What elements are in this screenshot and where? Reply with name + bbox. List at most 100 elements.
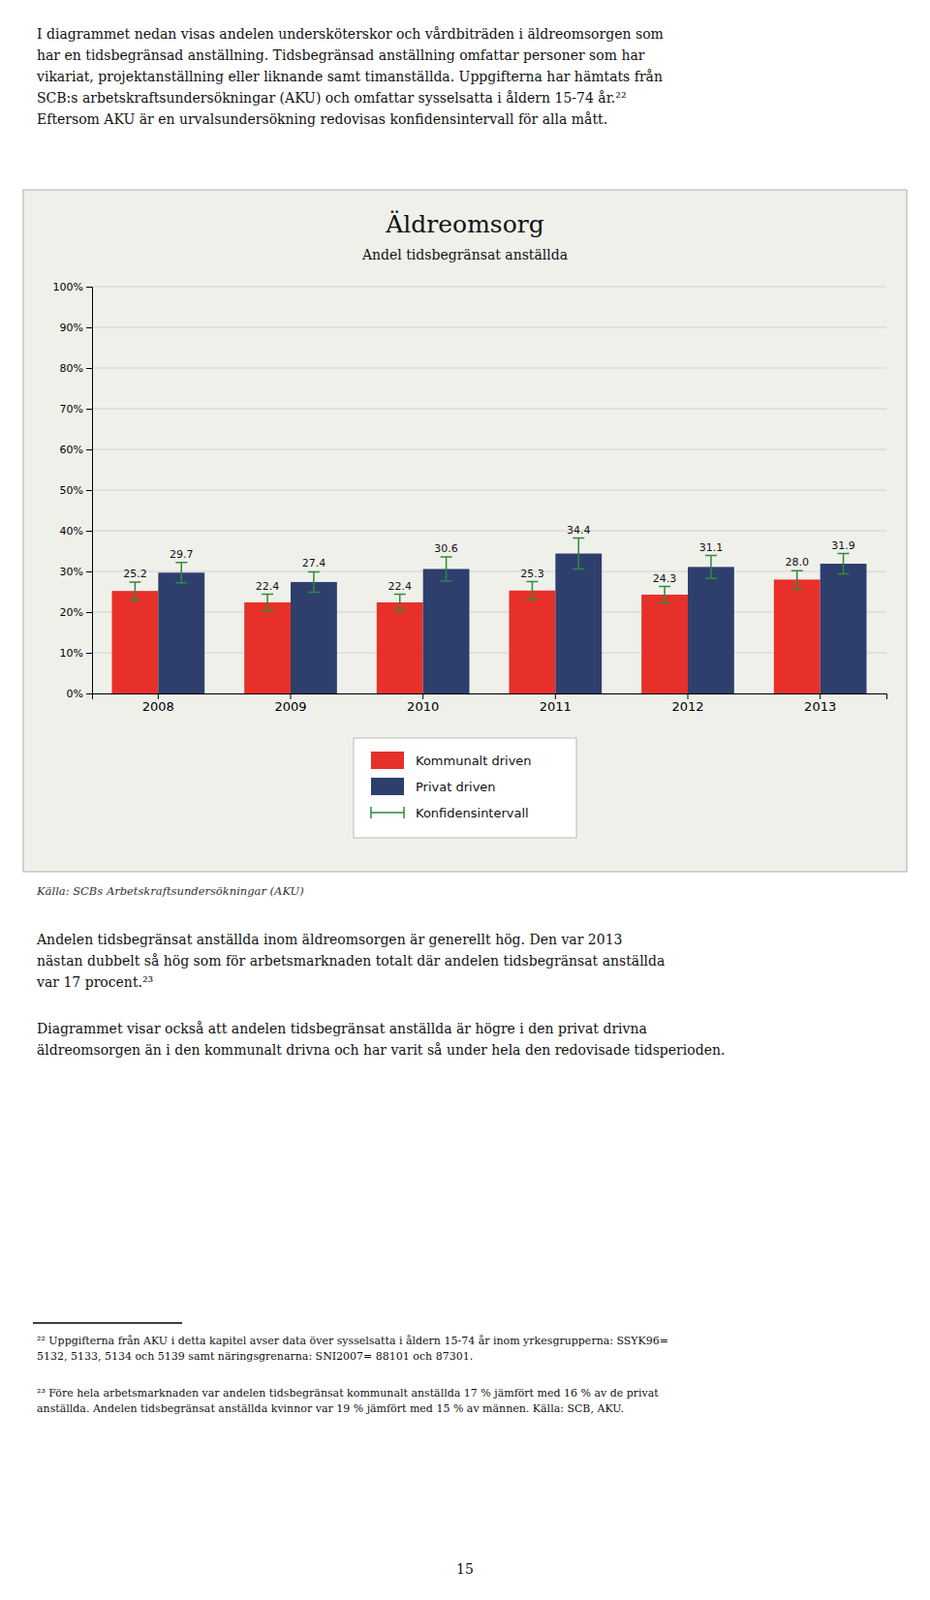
intro-line-group: I diagrammet nedan visas andelen undersk… <box>35 26 664 127</box>
y-tick-label: 20% <box>60 606 84 620</box>
legend-label: Kommunalt driven <box>415 753 532 769</box>
y-tick-mark <box>86 530 93 532</box>
grid-line <box>92 530 887 532</box>
x-tick-mark <box>555 693 557 700</box>
x-tick-mark <box>422 693 424 700</box>
data-label: 22.4 <box>388 580 413 593</box>
y-tick: 50% <box>60 484 93 497</box>
data-label: 34.4 <box>566 524 591 537</box>
footnote-line-group: ²² Uppgifterna från AKU i detta kapitel … <box>36 1334 669 1364</box>
bar <box>423 568 470 694</box>
y-tick-mark <box>86 490 93 492</box>
footnote-rule <box>32 1322 183 1325</box>
y-tick: 100% <box>53 280 93 294</box>
y-tick: 0% <box>66 687 93 701</box>
bar <box>687 566 735 694</box>
x-tick: 2009 <box>274 693 307 714</box>
intro-line: SCB:s arbetskraftsundersökningar (AKU) o… <box>36 90 627 106</box>
data-label: 31.9 <box>831 539 856 553</box>
y-tick-label: 60% <box>60 443 84 457</box>
bar <box>641 594 688 694</box>
intro-line: Eftersom AKU är en urvalsundersökning re… <box>36 111 608 127</box>
intro-line: vikariat, projektanställning eller likna… <box>35 68 663 85</box>
chart-subtitle: Andel tidsbegränsat anställda <box>361 247 568 263</box>
grid-line <box>92 571 887 573</box>
legend: Kommunalt drivenPrivat drivenKonfidensin… <box>353 738 577 838</box>
paragraph-line: Andelen tidsbegränsat anställda inom äld… <box>35 931 622 948</box>
y-tick: 10% <box>60 647 93 660</box>
data-label: 27.4 <box>302 557 327 570</box>
paragraph-line: nästan dubbelt så hög som för arbetsmark… <box>36 953 665 969</box>
bar <box>820 563 868 694</box>
x-tick-mark <box>290 693 292 700</box>
marks <box>112 538 868 694</box>
paragraph-line: äldreomsorgen än i den kommunalt drivna … <box>36 1042 725 1058</box>
footnote-line: ²³ Före hela arbetsmarknaden var andelen… <box>36 1387 659 1400</box>
y-tick: 20% <box>60 606 93 620</box>
bar <box>509 590 557 694</box>
y-tick-mark <box>86 286 93 288</box>
error-bar <box>658 587 671 604</box>
data-label: 25.2 <box>123 567 148 581</box>
grid-line <box>92 652 887 654</box>
y-tick-label: 90% <box>60 321 84 335</box>
chart-title: Äldreomsorg <box>384 210 544 239</box>
grid <box>92 286 887 694</box>
x-tick-label: 2011 <box>539 699 572 714</box>
x-tick-label: 2010 <box>406 699 439 714</box>
y-tick: 80% <box>60 362 93 375</box>
x-tick-mark <box>819 693 821 700</box>
intro-line: har en tidsbegränsad anställning. Tidsbe… <box>36 47 646 63</box>
error-bars <box>175 538 849 593</box>
y-tick-label: 50% <box>60 484 84 497</box>
error-bar <box>837 554 850 575</box>
y-tick: 90% <box>60 321 93 335</box>
bar <box>112 590 159 694</box>
y-tick-mark <box>86 693 93 695</box>
error-bar <box>526 582 538 600</box>
footnote-line: ²² Uppgifterna från AKU i detta kapitel … <box>36 1334 669 1348</box>
bar <box>774 579 821 694</box>
error-bar <box>394 594 406 612</box>
footnote-line-group: ²³ Före hela arbetsmarknaden var andelen… <box>36 1387 659 1416</box>
y-tick: 70% <box>60 403 93 416</box>
x-tick: 2008 <box>142 693 175 714</box>
error-bars <box>128 570 803 611</box>
bar <box>555 554 602 694</box>
x-tick: 2011 <box>539 693 572 714</box>
footnote-line: 5132, 5133, 5134 och 5139 samt näringsgr… <box>36 1350 473 1364</box>
paragraph-line-group: Andelen tidsbegränsat anställda inom äld… <box>35 931 665 991</box>
y-tick-label: 100% <box>53 280 84 294</box>
error-bar <box>175 562 187 584</box>
grid-line <box>92 286 887 288</box>
paragraph-line: Diagrammet visar också att andelen tidsb… <box>36 1021 648 1037</box>
x-tick-label: 2009 <box>274 699 307 714</box>
x-tick: 2012 <box>671 693 704 714</box>
legend-box <box>353 738 577 838</box>
legend-swatch <box>371 777 404 796</box>
grid-line <box>92 408 887 410</box>
x-tick-mark <box>157 693 159 700</box>
y-tick-mark <box>86 449 93 451</box>
y-tick: 40% <box>60 525 93 538</box>
grid-line <box>92 612 887 614</box>
data-label: 31.1 <box>699 541 724 555</box>
x-axis: 2008 2009 2010 2011 2012 2013 <box>93 693 888 714</box>
bar-series <box>157 554 867 694</box>
data-label: 29.7 <box>169 548 194 561</box>
error-bar <box>261 594 274 612</box>
legend-errorbar <box>371 806 404 819</box>
y-tick-mark <box>86 612 93 614</box>
legend-swatch <box>371 751 404 770</box>
x-axis-line <box>93 694 888 701</box>
y-tick-mark <box>86 652 93 654</box>
y-axis: 0%10%20%30%40%50%60%70%80%90%100% <box>53 280 93 701</box>
bar <box>157 572 205 694</box>
data-label: 25.3 <box>520 567 545 581</box>
x-tick-label: 2012 <box>671 699 704 714</box>
y-tick: 60% <box>60 443 93 457</box>
chart: 25.222.422.425.324.328.029.727.430.634.4… <box>53 280 888 714</box>
x-tick-mark <box>687 693 689 700</box>
x-tick: 2013 <box>804 693 837 714</box>
page-number: 15 <box>456 1561 474 1578</box>
